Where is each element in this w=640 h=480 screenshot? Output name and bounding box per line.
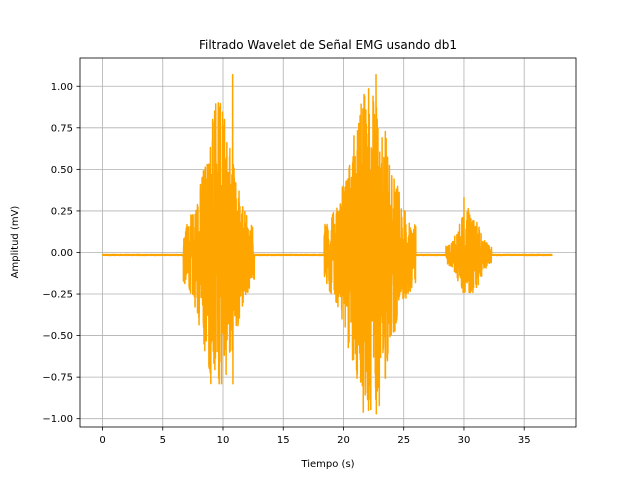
y-tick-label: −0.25 bbox=[42, 290, 73, 301]
chart-title: Filtrado Wavelet de Señal EMG usando db1 bbox=[199, 38, 457, 52]
y-tick-label: 0.00 bbox=[51, 248, 73, 259]
y-axis-label: Amplitud (mV) bbox=[10, 206, 21, 279]
y-tick-label: −1.00 bbox=[42, 414, 73, 425]
y-tick-label: 0.25 bbox=[51, 206, 73, 217]
y-tick-label: 0.75 bbox=[51, 123, 73, 134]
x-tick-label: 20 bbox=[337, 435, 350, 446]
plot-area bbox=[101, 73, 553, 415]
x-tick-label: 0 bbox=[99, 435, 105, 446]
y-tick-label: 1.00 bbox=[51, 82, 73, 93]
y-axis: −1.00 −0.75 −0.50 −0.25 0.00 0.25 0.50 0.75 1.00 bbox=[42, 82, 80, 425]
x-tick-label: 30 bbox=[458, 435, 471, 446]
y-tick-label: 0.50 bbox=[51, 165, 73, 176]
x-tick-label: 15 bbox=[277, 435, 290, 446]
x-tick-label: 35 bbox=[518, 435, 531, 446]
y-tick-label: −0.50 bbox=[42, 331, 73, 342]
x-tick-label: 25 bbox=[397, 435, 410, 446]
y-tick-label: −0.75 bbox=[42, 373, 73, 384]
x-axis-label: Tiempo (s) bbox=[300, 459, 354, 470]
emg-signal-line bbox=[101, 73, 553, 415]
x-tick-label: 5 bbox=[160, 435, 166, 446]
x-tick-label: 10 bbox=[217, 435, 230, 446]
x-axis: 0 5 10 15 20 25 30 35 bbox=[99, 427, 531, 446]
axes-frame bbox=[79, 57, 577, 428]
